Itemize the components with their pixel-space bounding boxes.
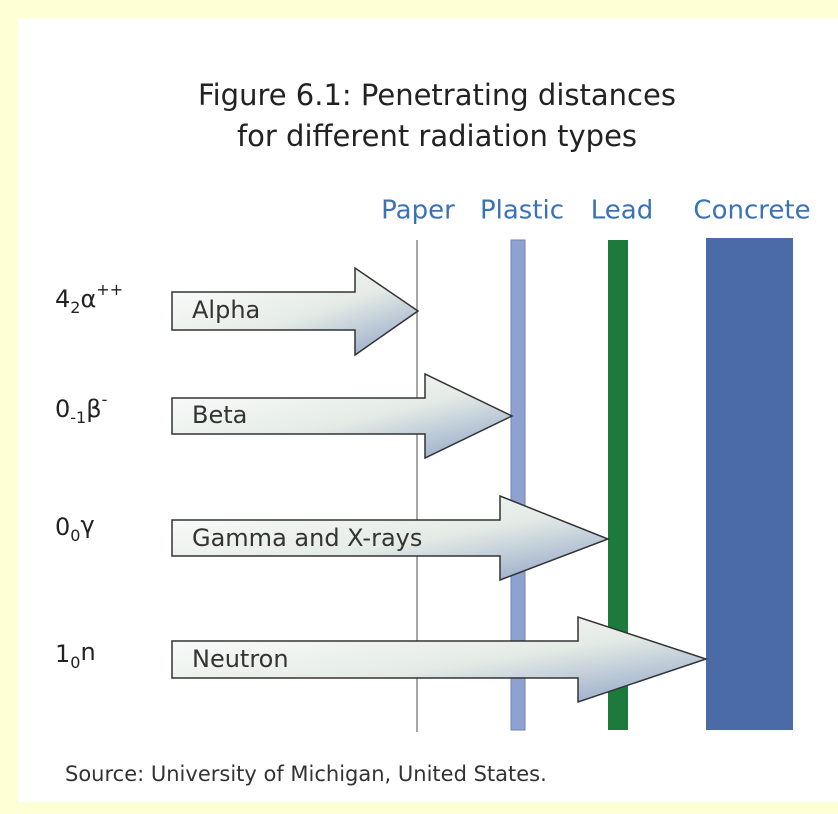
arrow-label: Beta: [192, 401, 247, 429]
symbol: 00γ: [55, 511, 95, 545]
sign: -: [102, 390, 108, 409]
symbol-letter: β: [86, 395, 101, 423]
symbol-letter: n: [80, 638, 95, 666]
symbol: 10n: [55, 638, 96, 672]
barrier-label: Paper: [381, 196, 455, 226]
charge: 0: [70, 653, 80, 672]
mass: 1: [55, 640, 70, 668]
arrow: [171, 615, 709, 704]
sign: ++: [96, 280, 123, 299]
symbol: 0-1β-: [55, 390, 107, 427]
concrete: [706, 238, 793, 730]
arrow: [171, 266, 420, 357]
mass: 4: [55, 285, 70, 313]
symbol-letter: γ: [80, 511, 94, 539]
charge: -1: [70, 408, 86, 427]
mass: 0: [55, 395, 70, 423]
charge: 0: [70, 526, 80, 545]
arrow: [171, 372, 514, 460]
source: Source: University of Michigan, United S…: [65, 762, 547, 786]
lead: [608, 240, 628, 730]
symbol: 42α++: [55, 280, 123, 317]
symbol-letter: α: [80, 285, 96, 313]
arrow-label: Gamma and X-rays: [192, 524, 422, 552]
arrow-label: Neutron: [192, 645, 289, 673]
barrier-label: Concrete: [693, 196, 810, 226]
title: Figure 6.1: Penetrating distances: [198, 78, 676, 112]
plastic: [510, 239, 526, 731]
barrier-label: Plastic: [480, 196, 564, 226]
charge: 2: [70, 298, 80, 317]
arrow: [171, 494, 611, 582]
arrow-label: Alpha: [192, 296, 260, 324]
mass: 0: [55, 513, 70, 541]
title: for different radiation types: [237, 119, 637, 153]
barrier-label: Lead: [591, 196, 653, 226]
